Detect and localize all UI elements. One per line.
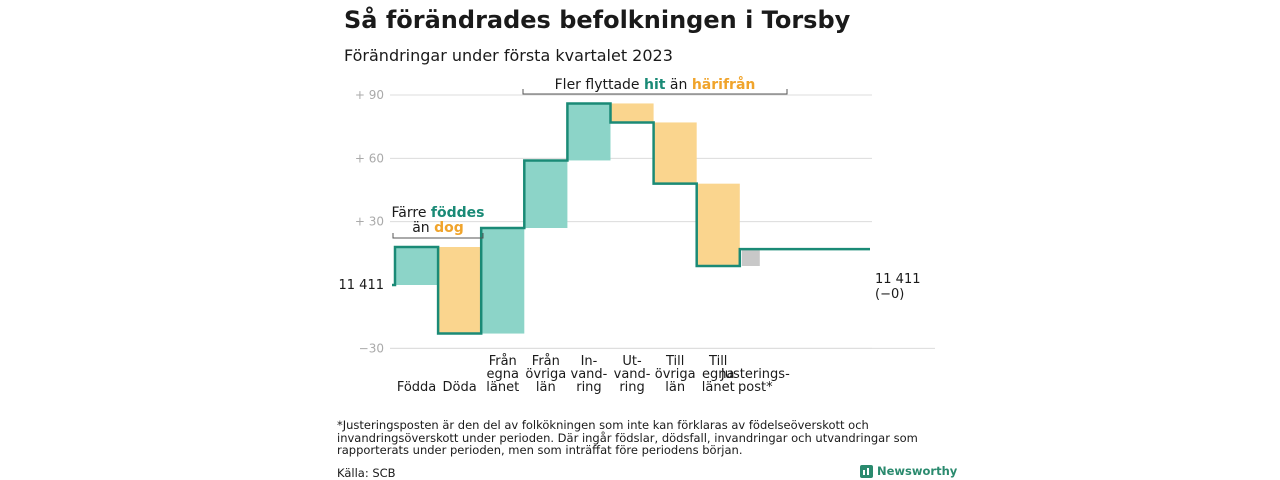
bar-5 — [610, 103, 654, 123]
end-change-label: (−0) — [875, 287, 904, 302]
end-value-label: 11 411 — [875, 272, 921, 287]
start-value-label: 11 411 — [339, 278, 385, 293]
annotation-births-line2: än dog — [412, 220, 464, 236]
bar-7 — [696, 183, 740, 266]
footnote: *Justeringsposten är den del av folkökni… — [337, 418, 918, 457]
bar-chart-icon — [860, 464, 873, 478]
bar-0 — [395, 247, 439, 285]
bar-3 — [524, 160, 568, 228]
annotation-births-bracket — [392, 233, 484, 239]
source: Källa: SCB — [337, 466, 396, 480]
y-tick-label: + 60 — [355, 151, 384, 165]
x-tick-label: Från egna länet — [486, 354, 519, 395]
chart-subtitle: Förändringar under första kvartalet 2023 — [344, 46, 673, 65]
annotation-migration: Fler flyttade hit än härifrån — [555, 76, 756, 93]
annotation-births-line1: Färre föddes — [392, 205, 485, 221]
x-tick-label: Justerings-post* — [720, 367, 790, 395]
bar-6 — [653, 122, 697, 184]
brand-name: Newsworthy — [877, 464, 958, 478]
x-tick-label: In-vand-ring — [571, 354, 608, 395]
bar-8 — [741, 249, 760, 266]
x-tick-label: Från övriga län — [525, 354, 566, 395]
chart-title: Så förändrades befolkningen i Torsby — [344, 6, 851, 34]
step-line — [392, 102, 870, 335]
y-tick-label: + 30 — [355, 215, 384, 229]
x-tick-label: Ut-vand-ring — [614, 354, 651, 395]
x-tick-label: Döda — [443, 380, 477, 395]
annotation-migration-bracket — [522, 89, 788, 95]
y-tick-label: −30 — [359, 341, 384, 355]
x-tick-label: Till övriga län — [655, 354, 696, 395]
bar-1 — [438, 247, 482, 334]
x-tick-label: Till egna länet — [702, 354, 735, 395]
x-tick-label: Födda — [397, 380, 436, 395]
bar-2 — [481, 228, 525, 334]
brand-logo: Newsworthy — [860, 464, 957, 478]
y-tick-label: + 90 — [355, 88, 384, 102]
bar-4 — [567, 103, 611, 161]
